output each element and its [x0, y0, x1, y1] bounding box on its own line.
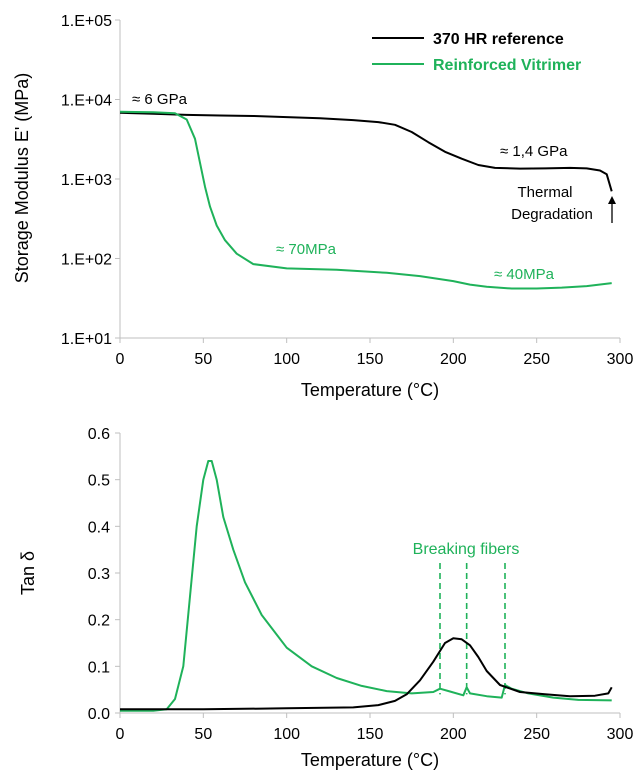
storage-modulus-x-tick-label: 0 [116, 351, 125, 368]
tan-delta-x-tick-label: 250 [523, 726, 550, 743]
tan-delta-x-tick-label: 50 [194, 726, 212, 743]
legend: 370 HR reference Reinforced Vitrimer [372, 31, 581, 74]
tan-delta-x-tick-label: 0 [116, 726, 125, 743]
tan-delta-y-axis-label: Tan δ [18, 551, 38, 595]
annotation-breaking-fibers: Breaking fibers [413, 541, 520, 558]
storage-modulus-x-axis-label: Temperature (°C) [301, 380, 439, 400]
storage-modulus-y-axis-label: Storage Modulus E' (MPa) [12, 73, 32, 284]
tan-delta-x-tick-label: 300 [607, 726, 634, 743]
breaking-fibers-markers [439, 563, 506, 695]
tan-delta-line-vitrimer [120, 460, 612, 712]
series-line-reference [119, 111, 613, 192]
annotation-thermal: Thermal [517, 184, 572, 201]
tan-delta-y-tick-label: 0.0 [88, 706, 110, 723]
storage-modulus-x-tick-label: 50 [194, 351, 212, 368]
tan-delta-y-tick-label: 0.1 [88, 659, 110, 676]
tan-delta-series [120, 460, 613, 712]
storage-modulus-axes: 1.E+01 1.E+02 1.E+03 1.E+04 1.E+05 0 50 100 150 2… [61, 13, 634, 368]
storage-modulus-x-tick-label: 250 [523, 351, 550, 368]
tan-delta-x-tick-label: 150 [357, 726, 384, 743]
annotation-40mpa: ≈ 40MPa [494, 266, 555, 283]
storage-modulus-chart: 1.E+01 1.E+02 1.E+03 1.E+04 1.E+05 0 50 100 150 2… [12, 13, 633, 400]
storage-modulus-x-tick-label: 200 [440, 351, 467, 368]
tan-delta-y-tick-label: 0.3 [88, 566, 110, 583]
tan-delta-y-tick-label: 0.5 [88, 473, 110, 490]
legend-label-vitrimer: Reinforced Vitrimer [433, 57, 581, 74]
storage-modulus-y-tick-label: 1.E+02 [61, 252, 112, 269]
storage-modulus-y-tick-label: 1.E+03 [61, 172, 112, 189]
annotation-6gpa: ≈ 6 GPa [132, 91, 188, 108]
legend-label-reference: 370 HR reference [433, 31, 564, 48]
storage-modulus-y-tick-label: 1.E+04 [61, 93, 112, 110]
thermal-degradation-arrow [608, 196, 616, 223]
annotation-70mpa: ≈ 70MPa [276, 241, 337, 258]
tan-delta-x-tick-label: 100 [273, 726, 300, 743]
storage-modulus-x-tick-label: 100 [273, 351, 300, 368]
tan-delta-axes: 0.0 0.1 0.2 0.3 0.4 0.5 0.6 0 50 100 150 200 250 300 [88, 426, 634, 743]
tan-delta-y-tick-label: 0.4 [88, 519, 110, 536]
storage-modulus-x-tick-label: 150 [357, 351, 384, 368]
tan-delta-chart: 0.00.10.20.30.40.50.60 50 100 150 200 250 300 … [18, 426, 633, 770]
tan-delta-x-tick-label: 200 [440, 726, 467, 743]
tan-delta-y-tick-label: 0.2 [88, 613, 110, 630]
storage-modulus-series [119, 110, 613, 290]
annotation-1-4gpa: ≈ 1,4 GPa [500, 143, 568, 160]
tan-delta-line-reference [120, 637, 613, 711]
storage-modulus-x-tick-label: 300 [607, 351, 634, 368]
annotation-degradation: Degradation [511, 206, 593, 223]
tan-delta-y-tick-label: 0.6 [88, 426, 110, 443]
series-line-vitrimer [119, 110, 612, 290]
storage-modulus-y-tick-label: 1.E+05 [61, 13, 112, 30]
storage-modulus-y-tick-label: 1.E+01 [61, 331, 112, 348]
tan-delta-x-axis-label: Temperature (°C) [301, 750, 439, 770]
